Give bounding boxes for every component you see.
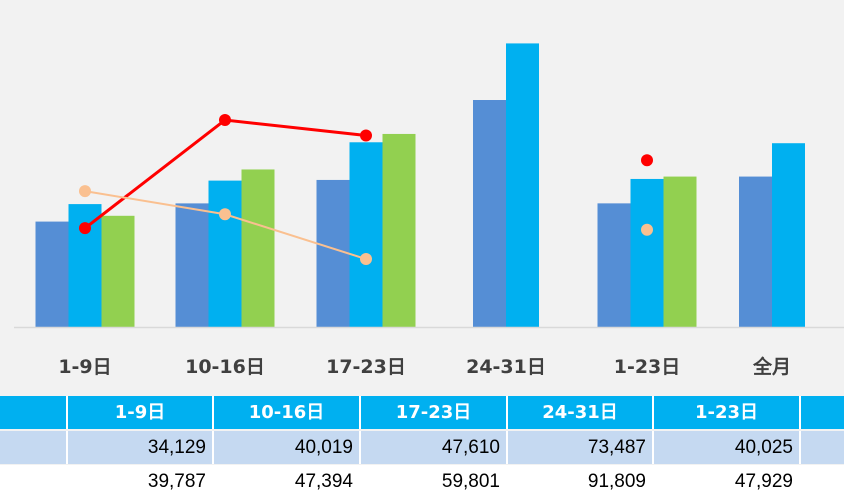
line-point-series-1-5: [641, 154, 653, 167]
bar-series-2-4: [506, 43, 539, 327]
table-cell: 59,801: [361, 465, 508, 498]
bar-series-3-1: [101, 215, 135, 327]
line-point-series-1-3: [360, 129, 372, 142]
bar-series-2-5: [630, 178, 664, 327]
bar-series-2-6: [772, 143, 805, 327]
category-label: 全月: [752, 355, 791, 378]
table-header-stub: [0, 396, 68, 429]
table-cell: 47,394: [214, 465, 361, 498]
line-point-series-1-1: [79, 222, 91, 235]
line-point-series-2-5: [641, 223, 653, 236]
bars: [35, 43, 805, 327]
table-cell: 47,929: [654, 465, 801, 498]
line-point-series-2-3: [360, 253, 372, 266]
line-point-series-2-1: [79, 185, 91, 198]
category-label: 1-9日: [58, 356, 111, 378]
table-row: 39,787 47,394 59,801 91,809 47,929: [0, 465, 844, 498]
table-header-cell: 1-9日: [68, 396, 214, 429]
bar-series-1-4: [473, 100, 506, 327]
line-point-series-2-2: [219, 208, 231, 221]
bar-series-3-3: [382, 133, 416, 327]
bar-series-1-1: [35, 221, 69, 327]
category-labels: 1-9日 10-16日 17-23日 24-31日 1-23日 全月: [58, 355, 791, 378]
table-cell: [801, 431, 844, 464]
table-header-cell: 17-23日: [361, 396, 508, 429]
line-point-series-1-2: [219, 114, 231, 127]
table-header-row: 1-9日 10-16日 17-23日 24-31日 1-23日: [0, 396, 844, 429]
table-cell: 91,809: [508, 465, 654, 498]
table-cell: 73,487: [508, 431, 654, 464]
table-cell: 40,025: [654, 431, 801, 464]
table-cell: 47,610: [361, 431, 508, 464]
table-header-cell: 1-23日: [654, 396, 801, 429]
bar-series-1-2: [175, 203, 209, 327]
category-label: 10-16日: [185, 356, 265, 378]
table-cell: 34,129: [68, 431, 214, 464]
table-row: 34,129 40,019 47,610 73,487 40,025: [0, 431, 844, 464]
bar-series-2-2: [208, 180, 242, 327]
table-header-cell: [801, 396, 844, 429]
bar-series-1-6: [739, 176, 772, 327]
category-label: 1-23日: [614, 356, 681, 378]
bar-series-2-3: [349, 142, 383, 327]
lines: [79, 114, 653, 266]
table-cell: 39,787: [68, 465, 214, 498]
bar-series-1-5: [597, 203, 631, 327]
table-header-cell: 10-16日: [214, 396, 361, 429]
table-cell: [801, 465, 844, 498]
bar-series-3-5: [663, 176, 697, 327]
chart: 1-9日 10-16日 17-23日 24-31日 1-23日 全月: [14, 43, 844, 378]
bar-series-3-2: [241, 169, 275, 327]
table-header-cell: 24-31日: [508, 396, 654, 429]
table-cell: 40,019: [214, 431, 361, 464]
table-row-stub: [0, 465, 68, 498]
category-label: 24-31日: [466, 356, 546, 378]
bar-series-1-3: [316, 179, 350, 327]
table-row-stub: [0, 431, 68, 464]
category-label: 17-23日: [326, 356, 406, 378]
